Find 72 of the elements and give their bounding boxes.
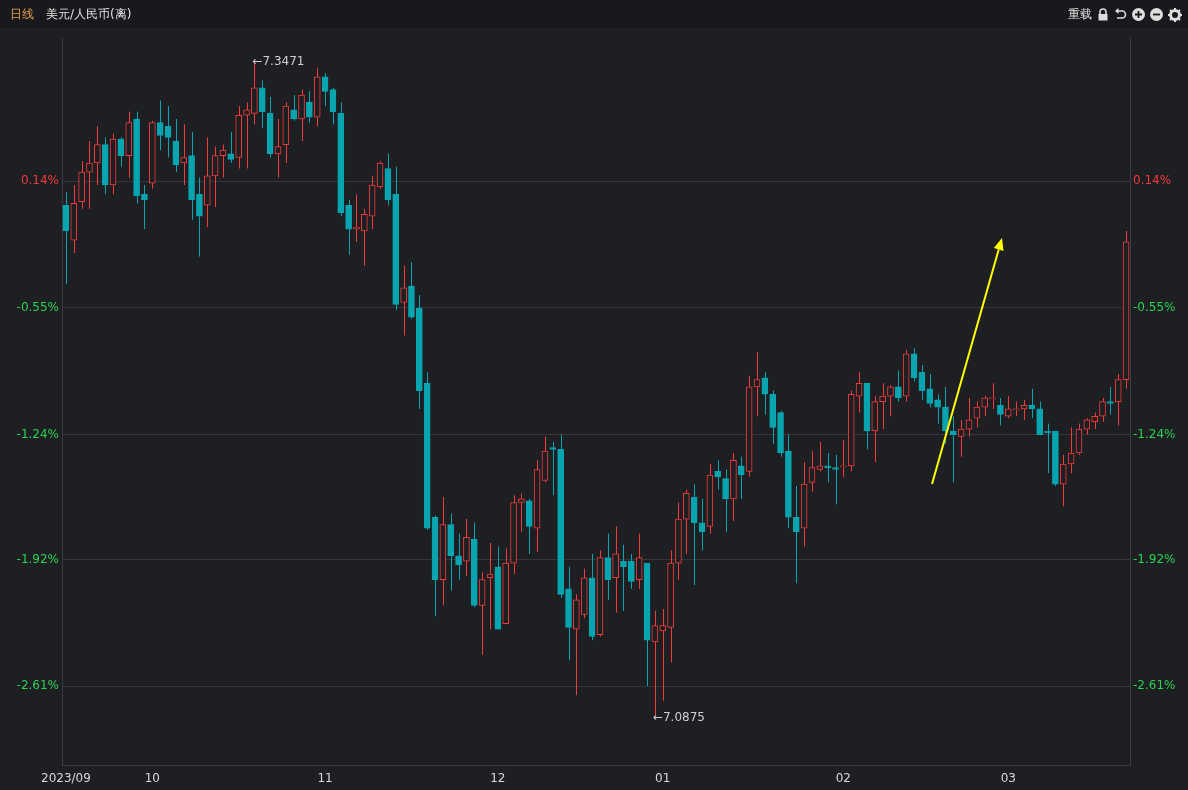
- candlestick: [141, 184, 148, 230]
- candlestick: [180, 123, 188, 186]
- candlestick: [1114, 373, 1122, 426]
- candlestick: [879, 382, 886, 430]
- y2-tick-label: -0.55%: [1133, 300, 1176, 315]
- chart-subtitle: 日线: [10, 5, 34, 23]
- candlestick: [518, 492, 525, 533]
- candlestick: [942, 386, 949, 445]
- candlestick: [737, 456, 745, 500]
- y2-tick-label: -1.24%: [1133, 426, 1176, 441]
- candlestick: [400, 265, 407, 337]
- annotation: ←7.0875: [652, 709, 705, 724]
- candlestick: [604, 533, 612, 601]
- chart-title: 美元/人民币(离): [46, 5, 132, 23]
- candlestick: [887, 384, 894, 417]
- x-tick-label: 10: [144, 771, 160, 786]
- candlestick: [824, 452, 831, 483]
- x-tick-label: 01: [655, 771, 671, 786]
- candlestick: [361, 208, 368, 267]
- candlestick: [612, 525, 619, 614]
- candlestick: [981, 395, 989, 417]
- candlestick: [298, 89, 305, 142]
- candlestick: [840, 439, 847, 478]
- y-tick-label: -2.61%: [16, 678, 59, 693]
- candlestick: [895, 369, 902, 403]
- annotation: ←7.3471: [252, 54, 305, 69]
- candlestick: [549, 441, 557, 496]
- y-tick-label: 0.14%: [20, 173, 59, 188]
- candlestick: [258, 79, 266, 129]
- candlestick: [997, 397, 1004, 426]
- candlestick: [722, 469, 729, 533]
- candlestick: [455, 533, 462, 581]
- candlestick: [808, 450, 816, 493]
- candlestick: [934, 393, 941, 425]
- candlestick: [949, 415, 957, 483]
- y2-tick-label: -2.61%: [1133, 678, 1176, 693]
- text: 重载: [1068, 6, 1092, 23]
- candlestick: [196, 177, 203, 258]
- candlestick: [306, 90, 313, 124]
- candlestick: [1059, 454, 1067, 507]
- y-tick-label: -1.92%: [16, 551, 59, 566]
- candlestick: [620, 544, 627, 612]
- x-tick-label: 03: [1000, 771, 1016, 786]
- candlestick: [463, 518, 470, 577]
- y2-tick-label: -1.92%: [1133, 551, 1176, 566]
- y-tick-label: -1.24%: [16, 426, 59, 441]
- candlestick: [635, 533, 643, 590]
- candlestick: [227, 131, 235, 164]
- candlestick: [243, 101, 250, 170]
- candlestick: [659, 608, 667, 702]
- y-tick-label: -0.55%: [16, 300, 59, 315]
- candlestick: [290, 94, 297, 122]
- y2-tick-label: 0.14%: [1133, 173, 1172, 188]
- candlestick: [1107, 386, 1114, 415]
- candlestick: [86, 140, 93, 210]
- candlestick: [1004, 395, 1012, 419]
- candlestick: [989, 382, 996, 410]
- candlestick: [761, 371, 769, 415]
- candlestick: [816, 441, 824, 472]
- x-tick-label: 11: [317, 771, 333, 786]
- candlestick: [345, 199, 352, 256]
- x-tick-label: 12: [490, 771, 506, 786]
- candlestick: [321, 72, 329, 107]
- candlestick: [94, 125, 101, 186]
- candlestick: [714, 459, 722, 491]
- x-tick-label: 02: [835, 771, 852, 786]
- candlestick: [628, 553, 635, 590]
- candlestick: [832, 454, 839, 505]
- candlestick: [792, 485, 800, 584]
- x-tick-label: 2023/09: [41, 771, 91, 786]
- candlestick: [926, 373, 934, 408]
- candlestick: [1099, 397, 1106, 423]
